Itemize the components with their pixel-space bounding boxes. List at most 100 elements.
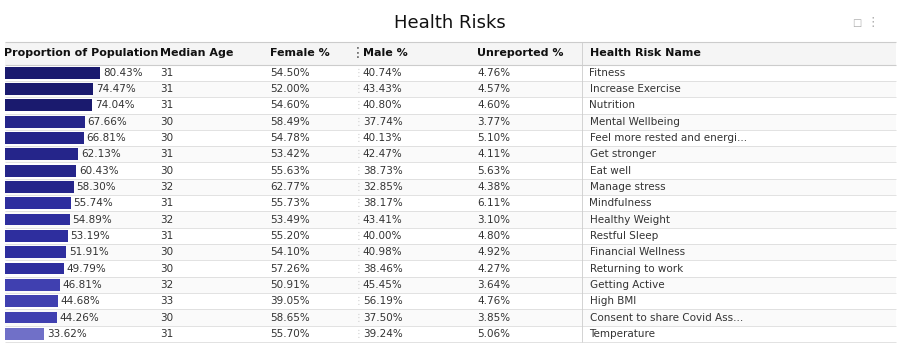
Text: 55.70%: 55.70% [270, 329, 310, 339]
Text: ⋮: ⋮ [354, 133, 363, 143]
Text: 39.24%: 39.24% [363, 329, 402, 339]
Text: 3.10%: 3.10% [477, 215, 510, 225]
Text: ⋮: ⋮ [354, 231, 363, 241]
Bar [4, 42, 896, 65]
Text: ⋮: ⋮ [354, 280, 363, 290]
Text: ⋮: ⋮ [354, 329, 363, 339]
Text: 30: 30 [160, 133, 174, 143]
Text: ⋮: ⋮ [354, 215, 363, 225]
Text: 51.91%: 51.91% [69, 247, 109, 257]
Text: ⋮: ⋮ [354, 296, 363, 306]
Text: 31: 31 [160, 231, 174, 241]
Text: 30: 30 [160, 263, 174, 274]
Text: Mental Wellbeing: Mental Wellbeing [590, 117, 680, 127]
Text: Returning to work: Returning to work [590, 263, 683, 274]
Text: Fitness: Fitness [590, 68, 625, 78]
Text: 4.92%: 4.92% [477, 247, 510, 257]
Bar [4, 65, 896, 81]
Text: Female %: Female % [270, 48, 329, 58]
Bar [4, 295, 58, 307]
Text: 46.81%: 46.81% [63, 280, 103, 290]
Text: 43.43%: 43.43% [363, 84, 402, 94]
Text: 40.80%: 40.80% [363, 101, 402, 110]
Text: ⋮: ⋮ [354, 313, 363, 322]
Text: 54.89%: 54.89% [72, 215, 112, 225]
Text: 4.76%: 4.76% [477, 68, 510, 78]
Text: 58.30%: 58.30% [76, 182, 116, 192]
Bar [4, 130, 896, 146]
Text: Unreported %: Unreported % [477, 48, 563, 58]
Text: 3.64%: 3.64% [477, 280, 510, 290]
Text: 39.05%: 39.05% [270, 296, 310, 306]
Text: 37.50%: 37.50% [363, 313, 402, 322]
Text: 3.85%: 3.85% [477, 313, 510, 322]
Bar [4, 211, 896, 228]
Bar [4, 214, 69, 225]
Text: 40.74%: 40.74% [363, 68, 402, 78]
Bar [4, 312, 57, 324]
Text: 30: 30 [160, 313, 174, 322]
Text: 4.27%: 4.27% [477, 263, 510, 274]
Text: 44.26%: 44.26% [59, 313, 100, 322]
Text: 55.74%: 55.74% [74, 198, 113, 208]
Text: 54.50%: 54.50% [270, 68, 310, 78]
Text: 5.06%: 5.06% [477, 329, 510, 339]
Text: 32: 32 [160, 182, 174, 192]
Text: 45.45%: 45.45% [363, 280, 402, 290]
Bar [4, 181, 74, 193]
Bar [4, 97, 896, 113]
Text: Restful Sleep: Restful Sleep [590, 231, 658, 241]
Bar [4, 328, 44, 340]
Text: ⋮: ⋮ [354, 117, 363, 127]
Bar [4, 263, 64, 274]
Bar [4, 279, 60, 291]
Bar [4, 81, 896, 97]
Text: ⋮: ⋮ [354, 84, 363, 94]
Text: 55.20%: 55.20% [270, 231, 310, 241]
Text: 32.85%: 32.85% [363, 182, 402, 192]
Text: 40.13%: 40.13% [363, 133, 402, 143]
Text: 5.10%: 5.10% [477, 133, 510, 143]
Bar [4, 148, 78, 160]
Text: 38.17%: 38.17% [363, 198, 402, 208]
Text: High BMI: High BMI [590, 296, 635, 306]
Text: 38.73%: 38.73% [363, 166, 402, 176]
Bar [4, 326, 896, 342]
Text: Eat well: Eat well [590, 166, 631, 176]
Text: Median Age: Median Age [160, 48, 234, 58]
Text: 54.60%: 54.60% [270, 101, 310, 110]
Text: 56.19%: 56.19% [363, 296, 402, 306]
Text: 4.80%: 4.80% [477, 231, 510, 241]
Bar [4, 132, 84, 144]
Text: Temperature: Temperature [590, 329, 655, 339]
Text: 53.49%: 53.49% [270, 215, 310, 225]
Bar [4, 146, 896, 163]
Text: ⋮: ⋮ [354, 149, 363, 159]
Text: ⋮: ⋮ [867, 16, 879, 29]
Bar [4, 260, 896, 277]
Text: 32: 32 [160, 215, 174, 225]
Text: Healthy Weight: Healthy Weight [590, 215, 670, 225]
Text: Feel more rested and energi...: Feel more rested and energi... [590, 133, 747, 143]
Text: 4.38%: 4.38% [477, 182, 510, 192]
Text: ⋮: ⋮ [354, 182, 363, 192]
Text: 66.81%: 66.81% [86, 133, 126, 143]
Text: 54.10%: 54.10% [270, 247, 310, 257]
Text: Health Risks: Health Risks [394, 14, 506, 32]
Text: 52.00%: 52.00% [270, 84, 310, 94]
Bar [4, 179, 896, 195]
Text: 31: 31 [160, 68, 174, 78]
Text: 31: 31 [160, 329, 174, 339]
Text: 42.47%: 42.47% [363, 149, 402, 159]
Bar [4, 198, 71, 209]
Text: 37.74%: 37.74% [363, 117, 402, 127]
Bar [4, 309, 896, 326]
Text: 33: 33 [160, 296, 174, 306]
Text: 4.60%: 4.60% [477, 101, 510, 110]
Text: Consent to share Covid Ass...: Consent to share Covid Ass... [590, 313, 742, 322]
Text: 49.79%: 49.79% [67, 263, 106, 274]
Text: 62.77%: 62.77% [270, 182, 310, 192]
Text: 30: 30 [160, 166, 174, 176]
Text: 58.65%: 58.65% [270, 313, 310, 322]
Text: 40.98%: 40.98% [363, 247, 402, 257]
